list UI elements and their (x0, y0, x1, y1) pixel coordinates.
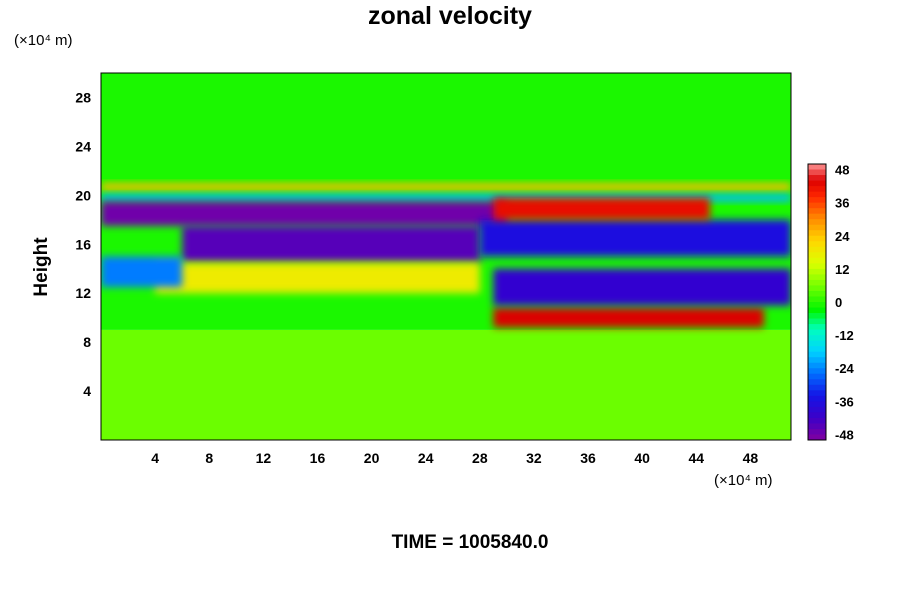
y-tick-label: 28 (75, 89, 91, 105)
colorbar-tick-label: 0 (835, 295, 842, 310)
heatmap-region (182, 225, 480, 263)
x-tick-label: 20 (364, 450, 380, 466)
colorbar-tick-label: 36 (835, 196, 849, 211)
x-tick-label: 36 (580, 450, 596, 466)
colorbar-tick-label: 24 (835, 229, 850, 244)
heatmap-region (155, 262, 480, 294)
colorbar-swatch (808, 296, 826, 303)
colorbar-swatch (808, 362, 826, 369)
colorbar-swatch (808, 263, 826, 270)
colorbar-swatch (808, 191, 826, 198)
colorbar-swatch (808, 197, 826, 204)
colorbar-swatch (808, 279, 826, 286)
colorbar-swatch (808, 290, 826, 297)
y-tick-label: 20 (75, 187, 91, 203)
colorbar-swatch (808, 224, 826, 231)
x-tick-label: 12 (256, 450, 272, 466)
x-tick-label: 16 (310, 450, 326, 466)
heatmap-region (101, 183, 791, 191)
y-tick-label: 12 (75, 285, 91, 301)
colorbar-swatch (808, 230, 826, 237)
colorbar-swatch (808, 384, 826, 391)
x-tick-label: 40 (634, 450, 650, 466)
y-tick-label: 4 (83, 383, 91, 399)
heatmap-region (101, 194, 791, 202)
colorbar-swatch (808, 257, 826, 264)
colorbar-tick-label: -48 (835, 427, 854, 442)
colorbar-swatch (808, 246, 826, 253)
colorbar-swatch (808, 180, 826, 187)
colorbar-swatch (808, 213, 826, 220)
y-tick-label: 8 (83, 334, 91, 350)
colorbar-swatch (808, 324, 826, 331)
y-axis-unit: (×10⁴ m) (14, 32, 73, 49)
colorbar-swatch (808, 417, 826, 424)
colorbar-tick-label: 12 (835, 262, 849, 277)
colorbar-swatch (808, 241, 826, 248)
x-tick-label: 32 (526, 450, 542, 466)
colorbar-swatch (808, 346, 826, 353)
heatmap-region (493, 307, 764, 328)
colorbar-swatch (808, 186, 826, 193)
x-tick-label: 28 (472, 450, 488, 466)
colorbar-swatch (808, 329, 826, 336)
colorbar-swatch (808, 274, 826, 281)
colorbar-swatch (808, 318, 826, 325)
colorbar-swatch (808, 268, 826, 275)
y-tick-label: 16 (75, 236, 91, 252)
x-axis-unit: (×10⁴ m) (714, 472, 773, 489)
colorbar-swatch (808, 428, 826, 435)
x-tick-label: 8 (205, 450, 213, 466)
colorbar-swatch (808, 434, 826, 441)
colorbar-swatch (808, 401, 826, 408)
colorbar-swatch (808, 368, 826, 375)
colorbar-swatch (808, 423, 826, 430)
colorbar-tick-label: -12 (835, 328, 854, 343)
colorbar-swatch (808, 340, 826, 347)
colorbar-swatch (808, 235, 826, 242)
heatmap-region (101, 329, 791, 440)
colorbar-swatch (808, 175, 826, 182)
time-label: TIME = 1005840.0 (391, 532, 549, 553)
chart-title: zonal velocity (368, 2, 532, 30)
colorbar-swatch (808, 379, 826, 386)
x-tick-label: 4 (151, 450, 159, 466)
colorbar-swatch (808, 395, 826, 402)
colorbar-swatch (808, 390, 826, 397)
colorbar-swatch (808, 307, 826, 314)
y-tick-label: 24 (75, 138, 91, 154)
colorbar-swatch (808, 357, 826, 364)
colorbar: 48 36 24 12 0 -12 -24 -36 -48 (807, 163, 855, 442)
heatmap-region (101, 201, 507, 226)
colorbar-frame (807, 163, 827, 441)
colorbar-swatch (808, 373, 826, 380)
colorbar-swatch (808, 208, 826, 215)
heatmap-region (493, 197, 710, 220)
x-tick-label: 44 (689, 450, 705, 466)
y-axis: 4 8 12 16 20 24 28 (75, 89, 91, 399)
x-tick-label: 24 (418, 450, 434, 466)
heatmap-region (479, 219, 791, 257)
colorbar-tick-label: -24 (835, 361, 855, 376)
colorbar-tick-label: -36 (835, 394, 854, 409)
heatmap-region (101, 256, 183, 288)
colorbar-swatch (808, 169, 826, 176)
heatmap-plot-area (101, 73, 791, 440)
colorbar-swatch (808, 219, 826, 226)
colorbar-swatch (808, 302, 826, 309)
colorbar-swatch (808, 164, 826, 171)
colorbar-swatch (808, 335, 826, 342)
colorbar-tick-label: 48 (835, 163, 849, 178)
colorbar-swatch (808, 406, 826, 413)
colorbar-swatch (808, 285, 826, 292)
x-tick-label: 48 (743, 450, 759, 466)
colorbar-swatch (808, 351, 826, 358)
colorbar-swatch (808, 412, 826, 419)
colorbar-swatch (808, 202, 826, 209)
x-axis: 4 8 12 16 20 24 28 32 36 40 44 48 (151, 450, 758, 466)
colorbar-swatch (808, 252, 826, 259)
heatmap-region (493, 268, 791, 306)
colorbar-swatch (808, 313, 826, 320)
